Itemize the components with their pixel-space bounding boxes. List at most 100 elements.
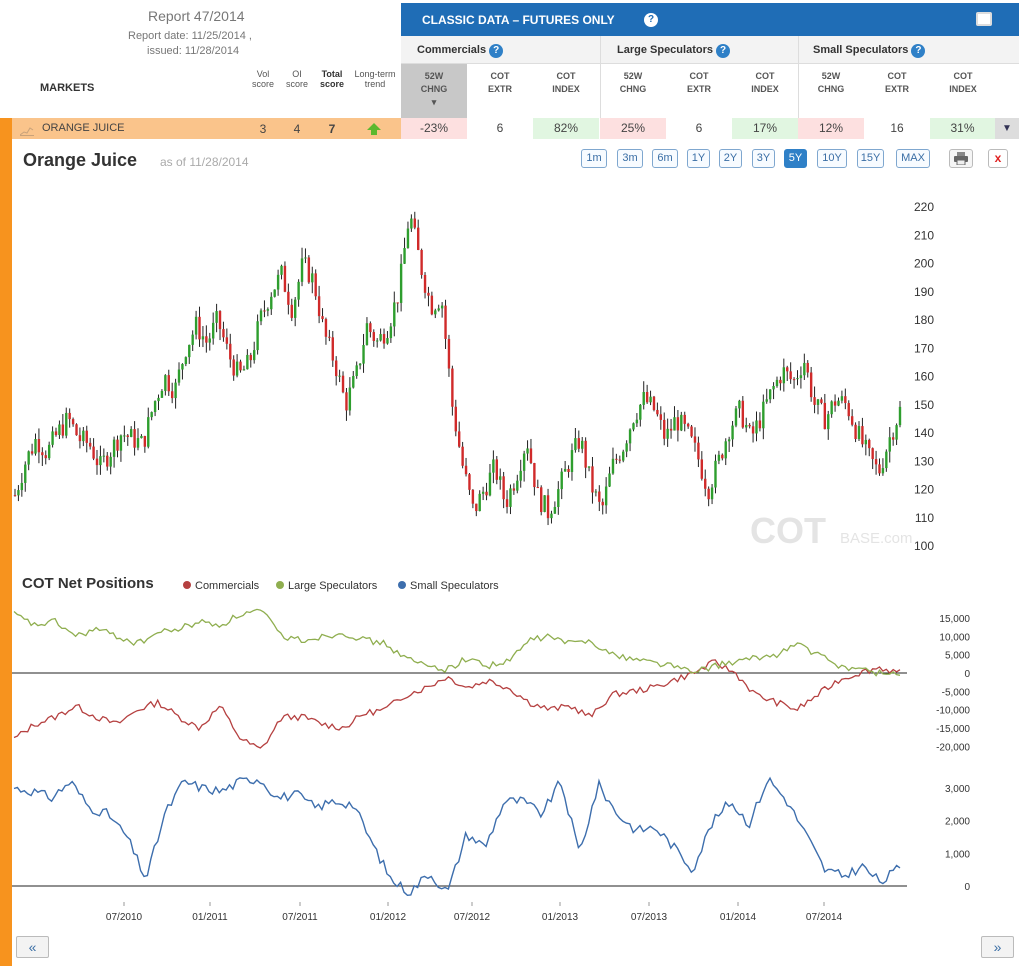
y-tick-label: 1,000 bbox=[945, 849, 970, 860]
candle-body bbox=[140, 436, 143, 439]
candle-body bbox=[861, 426, 864, 445]
oi-score-header[interactable]: OI score bbox=[285, 69, 308, 89]
candle-body bbox=[157, 397, 160, 402]
range-button-1m[interactable]: 1m bbox=[581, 149, 607, 168]
candle-body bbox=[492, 459, 495, 473]
candle-body bbox=[799, 375, 803, 379]
previous-market-button[interactable]: « bbox=[16, 936, 49, 958]
sub-header-cot-extr-large[interactable]: COT EXTR bbox=[686, 71, 711, 94]
sub-header-52w-chng-large[interactable]: 52W CHNG bbox=[619, 71, 647, 94]
range-button-3y[interactable]: 3Y bbox=[752, 149, 775, 168]
candle-body bbox=[229, 343, 232, 360]
legend-dot bbox=[398, 581, 406, 589]
candle-body bbox=[341, 375, 345, 393]
candle-body bbox=[270, 296, 273, 310]
candle-body bbox=[51, 431, 54, 445]
candle-body bbox=[574, 438, 577, 451]
range-button-10y[interactable]: 10Y bbox=[817, 149, 847, 168]
candle-body bbox=[246, 354, 249, 370]
cot-net-positions-chart: 15,000 10,000 5,000 0 -5,000 -10,000 -15,000 -2… bbox=[12, 608, 970, 923]
candle-body bbox=[683, 414, 686, 424]
candle-body bbox=[406, 228, 410, 249]
candle-body bbox=[102, 455, 106, 457]
candle-body bbox=[827, 414, 830, 430]
candle-body bbox=[71, 419, 75, 425]
x-tick-label: 01/2011 bbox=[192, 912, 228, 923]
candle-body bbox=[533, 463, 536, 488]
market-name[interactable]: ORANGE JUICE bbox=[42, 122, 125, 134]
legend-small-speculators[interactable]: Small Speculators bbox=[398, 580, 499, 592]
help-icon[interactable]: ? bbox=[489, 44, 504, 58]
market-row[interactable] bbox=[12, 118, 401, 139]
small-cot-extr-cell: 16 bbox=[890, 121, 904, 135]
range-button-3m[interactable]: 3m bbox=[617, 149, 643, 168]
candle-body bbox=[748, 424, 751, 427]
next-market-button[interactable]: » bbox=[981, 936, 1014, 958]
candle-body bbox=[41, 452, 44, 456]
sub-header-cot-extr-comm[interactable]: COT EXTR bbox=[487, 71, 512, 94]
group-commercials: Commercials ? bbox=[417, 44, 504, 58]
candle-body bbox=[324, 319, 328, 337]
candle-body bbox=[17, 490, 20, 496]
sub-header-cot-index-small[interactable]: COT INDEX bbox=[949, 71, 977, 94]
expand-row-button[interactable]: ▼ bbox=[995, 118, 1019, 139]
candle-body bbox=[280, 265, 283, 275]
legend-commercials[interactable]: Commercials bbox=[183, 580, 259, 592]
candle-body bbox=[58, 424, 61, 435]
total-score-header[interactable]: Total score bbox=[319, 69, 345, 89]
candle-body bbox=[403, 248, 406, 264]
legend-large-speculators[interactable]: Large Speculators bbox=[276, 580, 377, 592]
x-tick-label: 07/2013 bbox=[631, 912, 668, 923]
range-button-2y[interactable]: 2Y bbox=[719, 149, 742, 168]
candle-body bbox=[645, 391, 649, 403]
group-large-speculators: Large Speculators ? bbox=[617, 44, 731, 58]
candle-body bbox=[440, 305, 444, 309]
candle-body bbox=[30, 451, 34, 454]
range-button-6m[interactable]: 6m bbox=[652, 149, 678, 168]
markets-column-header: MARKETS bbox=[40, 82, 95, 94]
range-button-15y[interactable]: 15Y bbox=[857, 149, 884, 168]
range-button-max[interactable]: MAX bbox=[896, 149, 930, 168]
large-cot-extr-cell: 6 bbox=[695, 121, 703, 135]
candle-body bbox=[710, 487, 714, 500]
candle-body bbox=[734, 408, 738, 426]
sub-header-cot-extr-small[interactable]: COT EXTR bbox=[884, 71, 909, 94]
vol-score-header[interactable]: Vol score bbox=[251, 69, 274, 89]
candle-body bbox=[806, 362, 809, 373]
trend-up-icon bbox=[367, 122, 381, 135]
help-icon[interactable]: ? bbox=[716, 44, 731, 58]
candle-body bbox=[167, 375, 170, 392]
sub-header-52w-chng-small[interactable]: 52W CHNG bbox=[817, 71, 845, 94]
candle-body bbox=[762, 401, 765, 429]
candle-body bbox=[147, 417, 150, 447]
vol-score: 3 bbox=[259, 122, 267, 136]
candle-body bbox=[635, 419, 639, 424]
classic-data-title: CLASSIC DATA – FUTURES ONLY bbox=[422, 13, 615, 27]
candle-body bbox=[782, 367, 786, 384]
help-icon[interactable]: ? bbox=[644, 13, 658, 27]
y-tick-label: 180 bbox=[914, 313, 934, 327]
sub-header-cot-index-comm[interactable]: COT INDEX bbox=[552, 71, 580, 94]
long-term-trend-header[interactable]: Long-term trend bbox=[354, 69, 396, 89]
range-button-1y[interactable]: 1Y bbox=[687, 149, 710, 168]
candle-body bbox=[386, 338, 389, 344]
candle-body bbox=[198, 316, 201, 340]
print-chart-button[interactable] bbox=[949, 149, 973, 168]
x-tick-label: 07/2011 bbox=[282, 912, 318, 923]
candle-body bbox=[68, 412, 71, 420]
candle-body bbox=[242, 369, 246, 371]
help-icon[interactable]: ? bbox=[911, 44, 926, 58]
close-chart-button[interactable]: x bbox=[988, 149, 1008, 168]
printer-icon[interactable] bbox=[976, 12, 992, 26]
candle-body bbox=[611, 458, 615, 474]
candle-body bbox=[20, 482, 24, 491]
candle-body bbox=[874, 459, 878, 465]
sub-header-52w-chng-comm[interactable]: 52W CHNG ▾ bbox=[420, 71, 448, 107]
sub-header-cot-index-large[interactable]: COT INDEX bbox=[751, 71, 779, 94]
candle-body bbox=[205, 336, 208, 343]
candle-body bbox=[194, 316, 198, 335]
candle-body bbox=[837, 400, 840, 406]
range-button-5y[interactable]: 5Y bbox=[784, 149, 807, 168]
candle-body bbox=[430, 295, 434, 315]
candle-body bbox=[215, 311, 218, 323]
